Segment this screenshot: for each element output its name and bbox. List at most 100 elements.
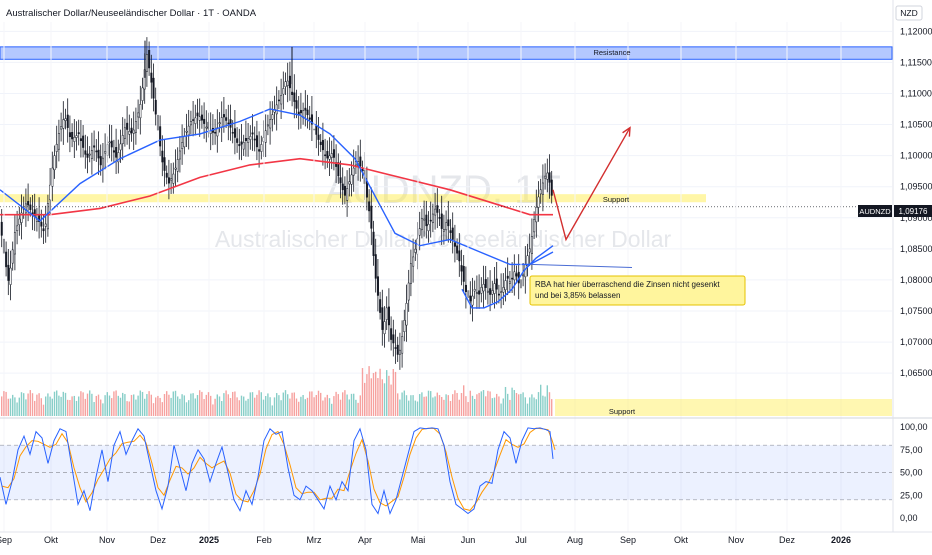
candle-body [227, 122, 230, 125]
volume-bar [333, 396, 335, 416]
candle-body [475, 292, 478, 294]
projection-arrow[interactable] [552, 127, 631, 242]
note-box [529, 275, 746, 306]
volume-bar [359, 395, 361, 416]
candle-body [198, 116, 201, 121]
price-tag-text: 1,09176 [899, 207, 928, 216]
candle-body [319, 141, 322, 145]
candle-body [326, 151, 329, 159]
candle-body [352, 167, 355, 176]
volume-bar [111, 398, 113, 416]
candle-body [194, 117, 197, 124]
candle-body [379, 299, 382, 313]
annotations-layer[interactable]: Resistance Support Support RBA hat hier übe… [461, 48, 746, 416]
volume-bar [399, 399, 401, 416]
volume-bar [29, 390, 31, 416]
candle-body [438, 217, 441, 219]
volume-bar [190, 393, 192, 416]
support-lower-label: Support [609, 407, 636, 416]
volume-bar [489, 391, 491, 416]
volume-bar [84, 398, 86, 416]
candle-body [442, 229, 445, 232]
support-zone[interactable] [0, 194, 706, 203]
volume-bar [196, 395, 199, 416]
volume-bar [276, 393, 278, 416]
volume-bar [513, 390, 515, 416]
candle-body [346, 188, 349, 201]
volume-bar [324, 397, 326, 416]
candle-body [64, 118, 67, 121]
volume-bar [533, 397, 535, 416]
candle-body [528, 248, 531, 253]
currency-badge[interactable]: NZD [895, 5, 923, 21]
time-axis[interactable]: Sep Okt Nov Dez 2025 Feb Mrz Apr Mai Jun Jul Aug Sep… [0, 531, 932, 545]
volume-bar [339, 399, 342, 416]
candle-body [425, 214, 428, 227]
candle-body [167, 177, 170, 184]
candle-body [222, 114, 225, 118]
volume-bar [243, 396, 245, 416]
volume-bar [504, 386, 507, 416]
volume-bar [185, 402, 188, 416]
volume-bar [216, 394, 218, 416]
volume-bar [498, 396, 500, 416]
projection-curve[interactable] [461, 245, 554, 309]
volume-bar [7, 398, 9, 416]
projection-arrow-head [622, 126, 631, 137]
volume-bar [436, 392, 438, 416]
candle-body [203, 118, 206, 124]
candle-body [383, 321, 386, 335]
volume-bar [414, 400, 416, 416]
candle-body [154, 99, 157, 115]
candle-body [249, 136, 252, 140]
volume-bar [232, 391, 234, 416]
volume-bar [258, 390, 260, 416]
candle-body [95, 150, 98, 153]
symbol-tag-text: AUDNZD [859, 207, 891, 216]
volume-bar [218, 396, 221, 416]
candle-body [458, 250, 461, 262]
volume-bar [117, 395, 119, 416]
volume-bar [207, 392, 210, 416]
candle-body [330, 153, 333, 158]
stochastic-pane[interactable] [0, 427, 892, 516]
candle-body [266, 124, 269, 127]
candle-body [282, 88, 285, 95]
candle-body [240, 141, 243, 145]
candle-body [541, 182, 544, 195]
volume-bar [122, 392, 124, 416]
note-pointer-line[interactable] [529, 263, 633, 268]
candle-body [418, 228, 421, 236]
candle-body [544, 175, 547, 179]
candle-body [148, 50, 151, 69]
time-tick-label: Aug [567, 535, 583, 545]
stochastic-axis[interactable]: 0,00 25,00 50,00 75,00 100,00 [900, 422, 928, 523]
candle-body [343, 185, 346, 196]
candle-body [350, 174, 353, 185]
volume-bar [427, 390, 430, 416]
volume-bar [423, 396, 425, 416]
candle-body [150, 72, 153, 83]
resistance-zone[interactable] [0, 46, 893, 60]
candle-body [308, 117, 311, 120]
volume-bar [375, 371, 377, 416]
volume-bar [361, 368, 364, 416]
volume-bar [520, 393, 522, 416]
volume-bar [108, 395, 111, 416]
volume-bar [36, 394, 38, 416]
note-callout[interactable]: RBA hat hier überraschend die Zinsen nic… [529, 275, 746, 306]
candle-body [253, 138, 256, 141]
volume-bar [256, 394, 258, 416]
volume-bar [159, 397, 161, 416]
volume-bar [458, 399, 460, 416]
candle-body [62, 119, 65, 129]
volume-bar [9, 398, 12, 416]
last-price-label: AUDNZD 1,09176 [858, 205, 932, 217]
support-zone-lower[interactable] [555, 399, 892, 416]
volume-bar [181, 394, 183, 416]
price-axis[interactable]: 1,06500 1,07000 1,07500 1,08000 1,08500 1,090… [900, 26, 932, 378]
volume-bar [381, 379, 383, 416]
candle-body [299, 110, 302, 114]
